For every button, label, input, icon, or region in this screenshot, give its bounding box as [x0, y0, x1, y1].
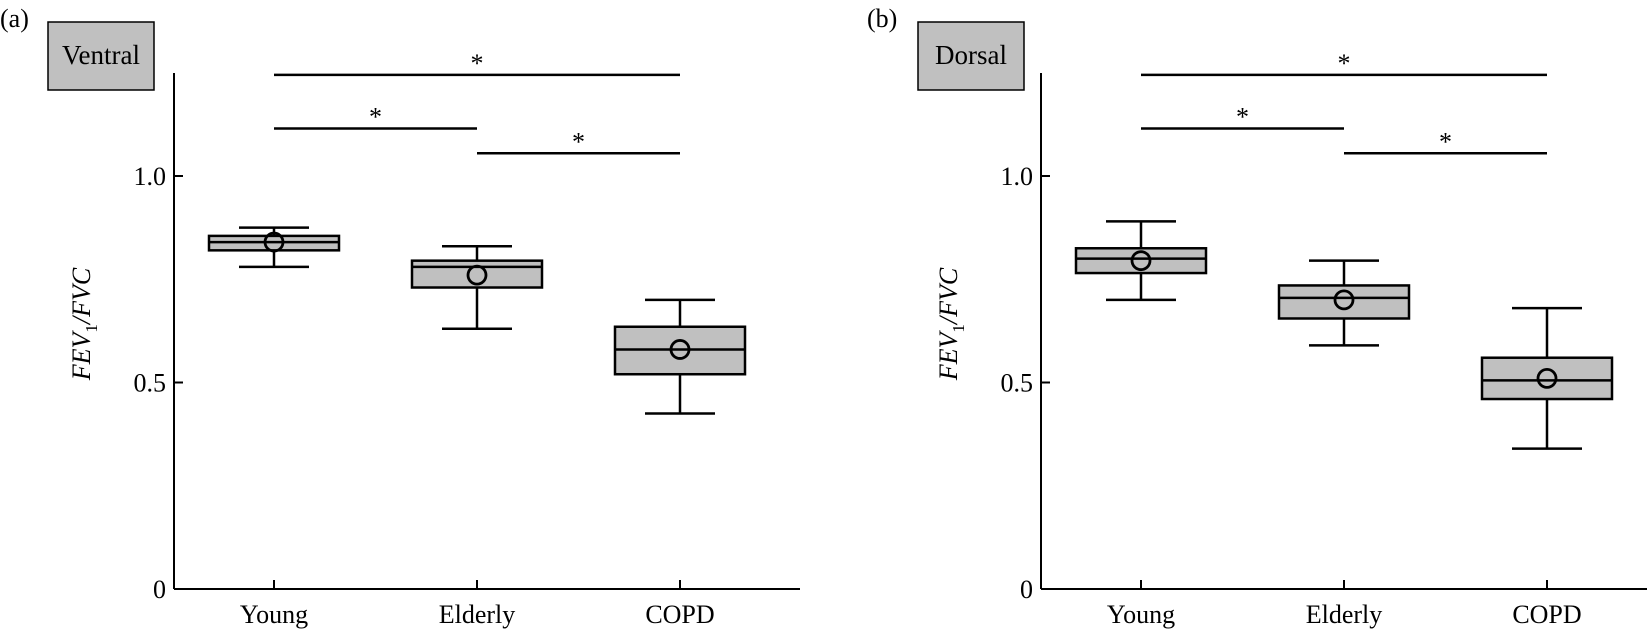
mean-marker: [669, 339, 691, 360]
region-title: Ventral: [62, 40, 140, 70]
significance-star: *: [572, 127, 585, 156]
box-copd: [613, 298, 747, 415]
y-tick-label: 0: [1020, 575, 1033, 604]
significance-star: *: [369, 103, 382, 132]
y-tick-label: 0: [153, 575, 166, 604]
x-tick-label: Elderly: [1306, 600, 1383, 629]
panel-label: (a): [0, 4, 29, 33]
region-title: Dorsal: [935, 40, 1007, 70]
significance-star: *: [471, 49, 484, 78]
panel-ventral: (a) Ventral FEV1/FVC 0 0.5 1.0 Young Elderly…: [0, 4, 800, 629]
panel-dorsal: (b) Dorsal FEV1/FVC 0 0.5 1.0 Young Elderly C…: [867, 4, 1647, 629]
y-tick-label: 1.0: [1001, 162, 1034, 191]
significance-star: *: [1236, 103, 1249, 132]
plot-area: 0 0.5 1.0 Young Elderly COPD * * *: [1001, 49, 1647, 629]
panel-label: (b): [867, 4, 897, 33]
box-young: [1074, 220, 1208, 302]
x-tick-label: COPD: [645, 600, 714, 629]
region-title-box: [917, 21, 1025, 91]
mean-marker: [1333, 289, 1355, 311]
x-tick-label: Young: [240, 600, 308, 629]
y-axis-label: FEV1/FVC: [934, 267, 968, 381]
iqr-box: [1277, 284, 1411, 320]
y-tick-label: 0.5: [134, 369, 167, 398]
y-tick-label: 1.0: [134, 162, 167, 191]
mean-marker: [1536, 367, 1558, 389]
box-elderly: [1277, 259, 1411, 347]
box-elderly: [410, 244, 544, 331]
plot-area: 0 0.5 1.0 Young Elderly COPD * * *: [134, 49, 800, 629]
y-tick-label: 0.5: [1001, 369, 1034, 398]
x-tick-label: COPD: [1512, 600, 1581, 629]
x-tick-label: Elderly: [439, 600, 516, 629]
y-axis-label: FEV1/FVC: [67, 267, 101, 381]
region-title-box: [47, 21, 155, 91]
iqr-box: [1480, 356, 1614, 401]
significance-star: *: [1338, 49, 1351, 78]
mean-marker: [1130, 250, 1152, 272]
box-young: [207, 226, 341, 269]
mean-marker: [466, 264, 488, 286]
x-tick-label: Young: [1107, 600, 1175, 629]
mean-marker: [263, 231, 285, 253]
box-copd: [1480, 306, 1614, 450]
significance-star: *: [1439, 127, 1452, 156]
